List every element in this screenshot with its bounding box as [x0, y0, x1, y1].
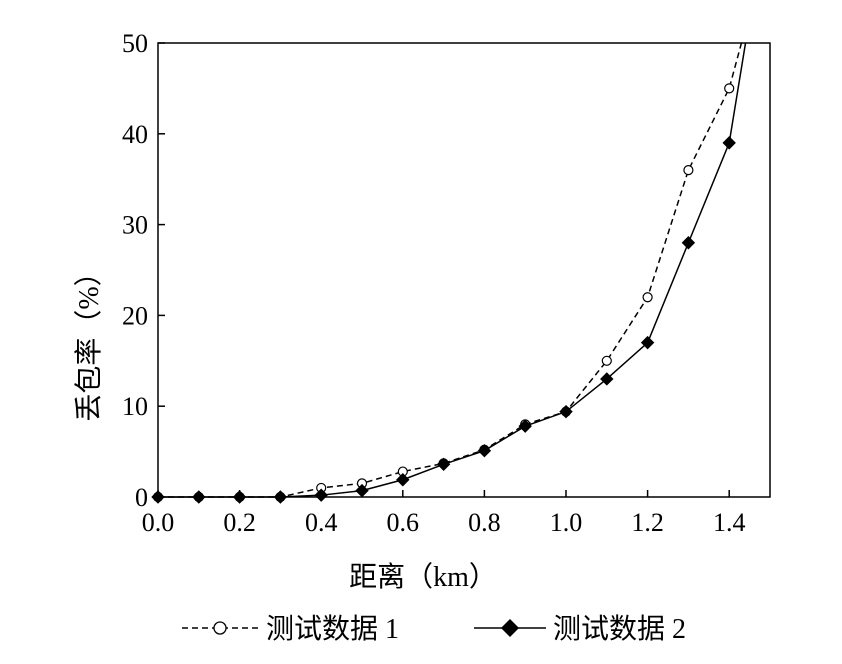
legend-label-2: 测试数据 2	[553, 613, 686, 645]
x-tick-label: 0.8	[468, 508, 501, 537]
series-2-point	[640, 335, 655, 350]
x-tick-label: 0.0	[142, 508, 175, 537]
series-2-point	[477, 443, 492, 458]
y-tick-label: 0	[135, 483, 148, 512]
y-tick-label: 30	[122, 211, 148, 240]
legend-marker-1	[213, 621, 227, 635]
x-tick-label: 1.0	[550, 508, 583, 537]
y-tick-label: 10	[122, 392, 148, 421]
legend-label-1: 测试数据 1	[266, 613, 399, 645]
plot-frame	[157, 42, 771, 498]
axes-group: 0.0 0.2 0.4 0.6 0.8 1.0 1.2 1.4 0 10 20 30 40 50	[122, 29, 771, 537]
x-tick-label: 0.2	[223, 508, 256, 537]
series-2-point	[192, 490, 206, 504]
x-tick-label: 1.4	[713, 508, 746, 537]
y-axis-label: 丢包率（%）	[73, 258, 105, 421]
x-tick-label: 0.6	[387, 508, 420, 537]
x-tick-label: 0.4	[305, 508, 338, 537]
series-1-point	[683, 165, 694, 176]
series-group	[151, 42, 747, 504]
series-line-2	[158, 42, 747, 498]
series-2-point	[314, 488, 328, 502]
series-2-point	[600, 372, 614, 386]
series-1-point	[642, 292, 653, 303]
series-2-point	[232, 490, 247, 504]
series-1-point	[724, 83, 735, 94]
y-tick-label: 40	[122, 120, 148, 149]
legend-marker-2	[501, 619, 519, 637]
series-2-point	[681, 236, 696, 250]
series-1-point	[601, 355, 612, 366]
series-2-point	[396, 473, 410, 487]
series-2-point	[273, 490, 288, 504]
series-line-1	[158, 42, 743, 498]
x-axis-label: 距离（km）	[349, 561, 497, 593]
y-tick-label: 50	[122, 29, 148, 58]
series-2-point	[518, 419, 532, 433]
series-2-point	[355, 483, 369, 498]
legend: 测试数据 1 测试数据 2	[182, 613, 686, 645]
x-tick-label: 1.2	[631, 508, 664, 537]
series-2-point	[151, 490, 165, 504]
axis-labels-group: 距离（km） 丢包率（%）	[73, 258, 497, 593]
series-2-point	[559, 404, 573, 419]
series-2-point	[722, 136, 736, 150]
y-tick-label: 20	[122, 301, 148, 330]
series-2-point	[436, 457, 451, 472]
